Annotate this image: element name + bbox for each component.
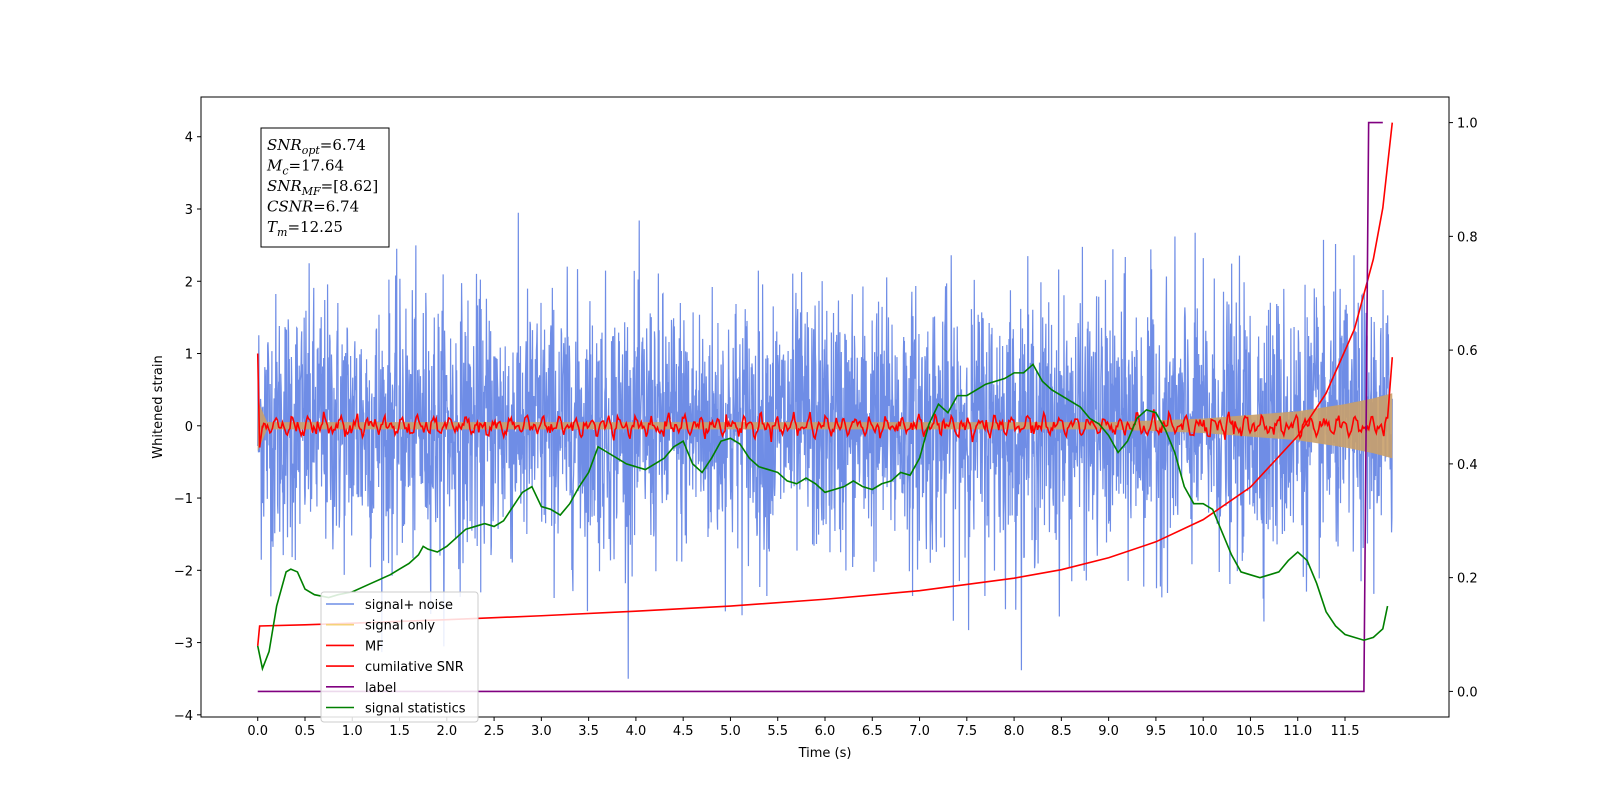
series-signal-only [257,393,1393,459]
x-tick-label: 9.0 [1098,724,1119,739]
x-tick-label: 11.0 [1283,724,1312,739]
y2-tick-label: 0.6 [1457,344,1478,359]
info-line: SNRMF=[8.62] [267,177,378,198]
x-tick-label: 5.0 [720,724,741,739]
info-box-frame [260,127,390,248]
legend-entry: MF [365,639,384,654]
x-tick-label: 7.5 [956,724,977,739]
y-tick-label: −2 [174,564,193,579]
legend-frame [320,591,479,723]
x-tick-label: 11.5 [1331,724,1360,739]
y-tick-label: 1 [185,348,193,363]
x-axis-label: Time (s) [798,746,852,761]
x-tick-label: 10.0 [1189,724,1218,739]
x-tick-label: 7.0 [909,724,930,739]
y-tick-label: 4 [185,131,193,146]
x-tick-label: 6.0 [815,724,836,739]
x-tick-label: 3.0 [531,724,552,739]
x-tick-label: 1.0 [342,724,363,739]
x-tick-label: 0.5 [295,724,316,739]
x-tick-label: 5.5 [767,724,788,739]
series-signal-statistics [256,363,1389,672]
series-mf [256,353,1394,448]
x-tick-label: 8.0 [1004,724,1025,739]
legend-entry: label [365,681,396,696]
x-tick-label: 1.5 [389,724,410,739]
info-box: SNRopt=6.74Mc=17.64SNRMF=[8.62]CSNR=6.74… [260,127,390,248]
y-tick-label: −4 [174,709,193,724]
y-tick-label: 0 [185,420,193,435]
y-tick-label: −1 [174,492,193,507]
y-tick-label: 3 [185,203,193,218]
x-tick-label: 4.0 [626,724,647,739]
y2-tick-label: 0.0 [1457,685,1478,700]
info-line: Mc=17.64 [266,157,344,178]
x-tick-label: 2.0 [436,724,457,739]
series-signal-noise [257,212,1393,679]
legend-entry: signal+ noise [365,598,453,613]
y-axis-label: Whitened strain [151,355,166,458]
x-tick-label: 10.5 [1236,724,1265,739]
x-tick-label: 8.5 [1051,724,1072,739]
info-line: CSNR=6.74 [267,198,359,216]
info-line: SNRopt=6.74 [267,136,366,157]
x-tick-label: 3.5 [578,724,599,739]
legend-entry: cumilative SNR [365,660,464,675]
y2-tick-label: 0.8 [1457,230,1478,245]
legend: signal+ noise signal only MF cumilative SNR… [320,591,479,723]
legend-entry: signal only [365,619,435,634]
x-tick-label: 2.5 [484,724,505,739]
y2-tick-label: 1.0 [1457,117,1478,132]
legend-entry: signal statistics [365,702,466,717]
x-tick-label: 9.5 [1146,724,1167,739]
y2-tick-label: 0.4 [1457,458,1478,473]
y2-tick-label: 0.2 [1457,572,1478,587]
series-label [257,121,1383,693]
y-tick-label: −3 [174,637,193,652]
y-tick-label: 2 [185,275,193,290]
info-line: Tm=12.25 [267,218,343,239]
x-tick-label: 4.5 [673,724,694,739]
x-tick-label: 6.5 [862,724,883,739]
x-tick-label: 0.0 [247,724,268,739]
